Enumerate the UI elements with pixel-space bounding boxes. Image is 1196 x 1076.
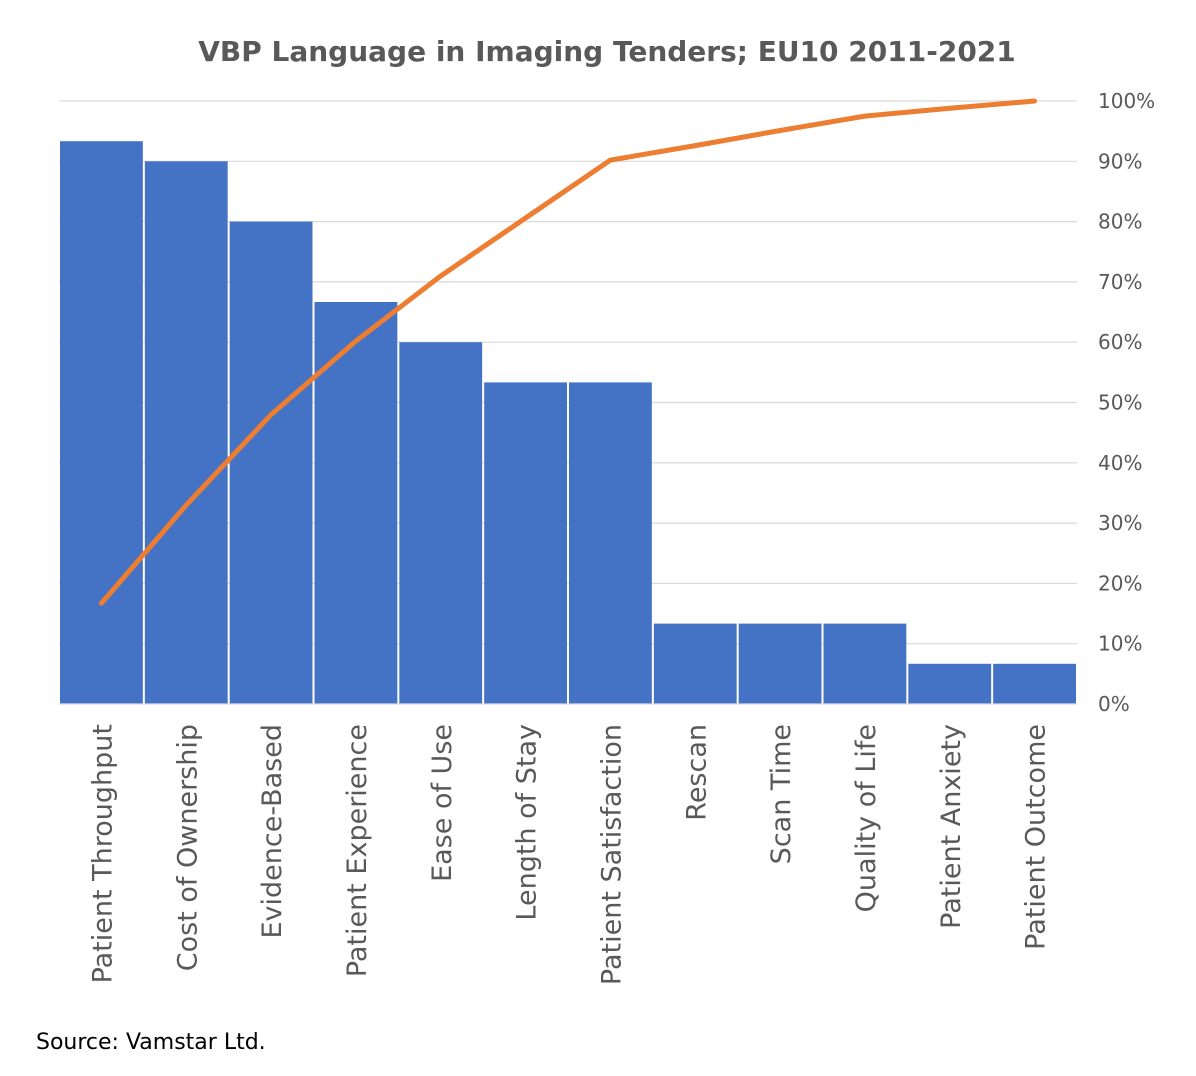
category-label: Patient Experience bbox=[342, 724, 373, 977]
category-label: Patient Satisfaction bbox=[596, 724, 627, 985]
y2-tick-label: 20% bbox=[1098, 571, 1142, 595]
y2-tick-label: 40% bbox=[1098, 451, 1142, 475]
y2-tick-label: 60% bbox=[1098, 330, 1142, 354]
y2-tick-label: 100% bbox=[1098, 89, 1155, 113]
y2-tick-label: 50% bbox=[1098, 391, 1142, 415]
chart-title: VBP Language in Imaging Tenders; EU10 20… bbox=[198, 35, 1016, 68]
bar bbox=[993, 663, 1076, 704]
y2-tick-label: 0% bbox=[1098, 692, 1130, 716]
bars bbox=[60, 141, 1076, 705]
bar bbox=[144, 161, 228, 705]
category-label: Scan Time bbox=[766, 724, 797, 864]
bar bbox=[484, 382, 567, 704]
cumulative-line bbox=[98, 98, 1038, 606]
category-label: Rescan bbox=[681, 724, 712, 821]
category-label: Ease of Use bbox=[427, 724, 458, 882]
bar bbox=[569, 382, 652, 704]
category-label: Patient Anxiety bbox=[936, 724, 967, 929]
category-label: Patient Throughput bbox=[87, 724, 118, 983]
category-label: Length of Stay bbox=[512, 724, 543, 921]
y2-tick-label: 80% bbox=[1098, 210, 1142, 234]
bar bbox=[314, 302, 398, 704]
bar bbox=[653, 623, 737, 704]
bar bbox=[823, 623, 907, 704]
y2-tick-label: 90% bbox=[1098, 149, 1142, 173]
category-label: Evidence-Based bbox=[257, 724, 288, 939]
bar bbox=[738, 623, 822, 704]
bar bbox=[399, 342, 483, 704]
bar bbox=[908, 663, 992, 704]
bar bbox=[229, 221, 313, 704]
source-note: Source: Vamstar Ltd. bbox=[36, 1030, 266, 1055]
y2-tick-label: 70% bbox=[1098, 270, 1142, 294]
category-label: Cost of Ownership bbox=[172, 724, 203, 971]
y2-tick-label: 30% bbox=[1098, 511, 1142, 535]
category-label: Patient Outcome bbox=[1021, 724, 1052, 950]
y2-tick-label: 10% bbox=[1098, 632, 1142, 656]
category-label: Quality of Life bbox=[851, 724, 882, 912]
bar bbox=[60, 141, 143, 704]
secondary-axis-ticks: 0% 10% 20% 30% 40% 50% 60% 70% 80% 90% 100% bbox=[1098, 89, 1155, 716]
category-labels: Patient Throughput Cost of Ownership Evide… bbox=[87, 724, 1051, 985]
cumulative-line-layer bbox=[98, 98, 1038, 606]
